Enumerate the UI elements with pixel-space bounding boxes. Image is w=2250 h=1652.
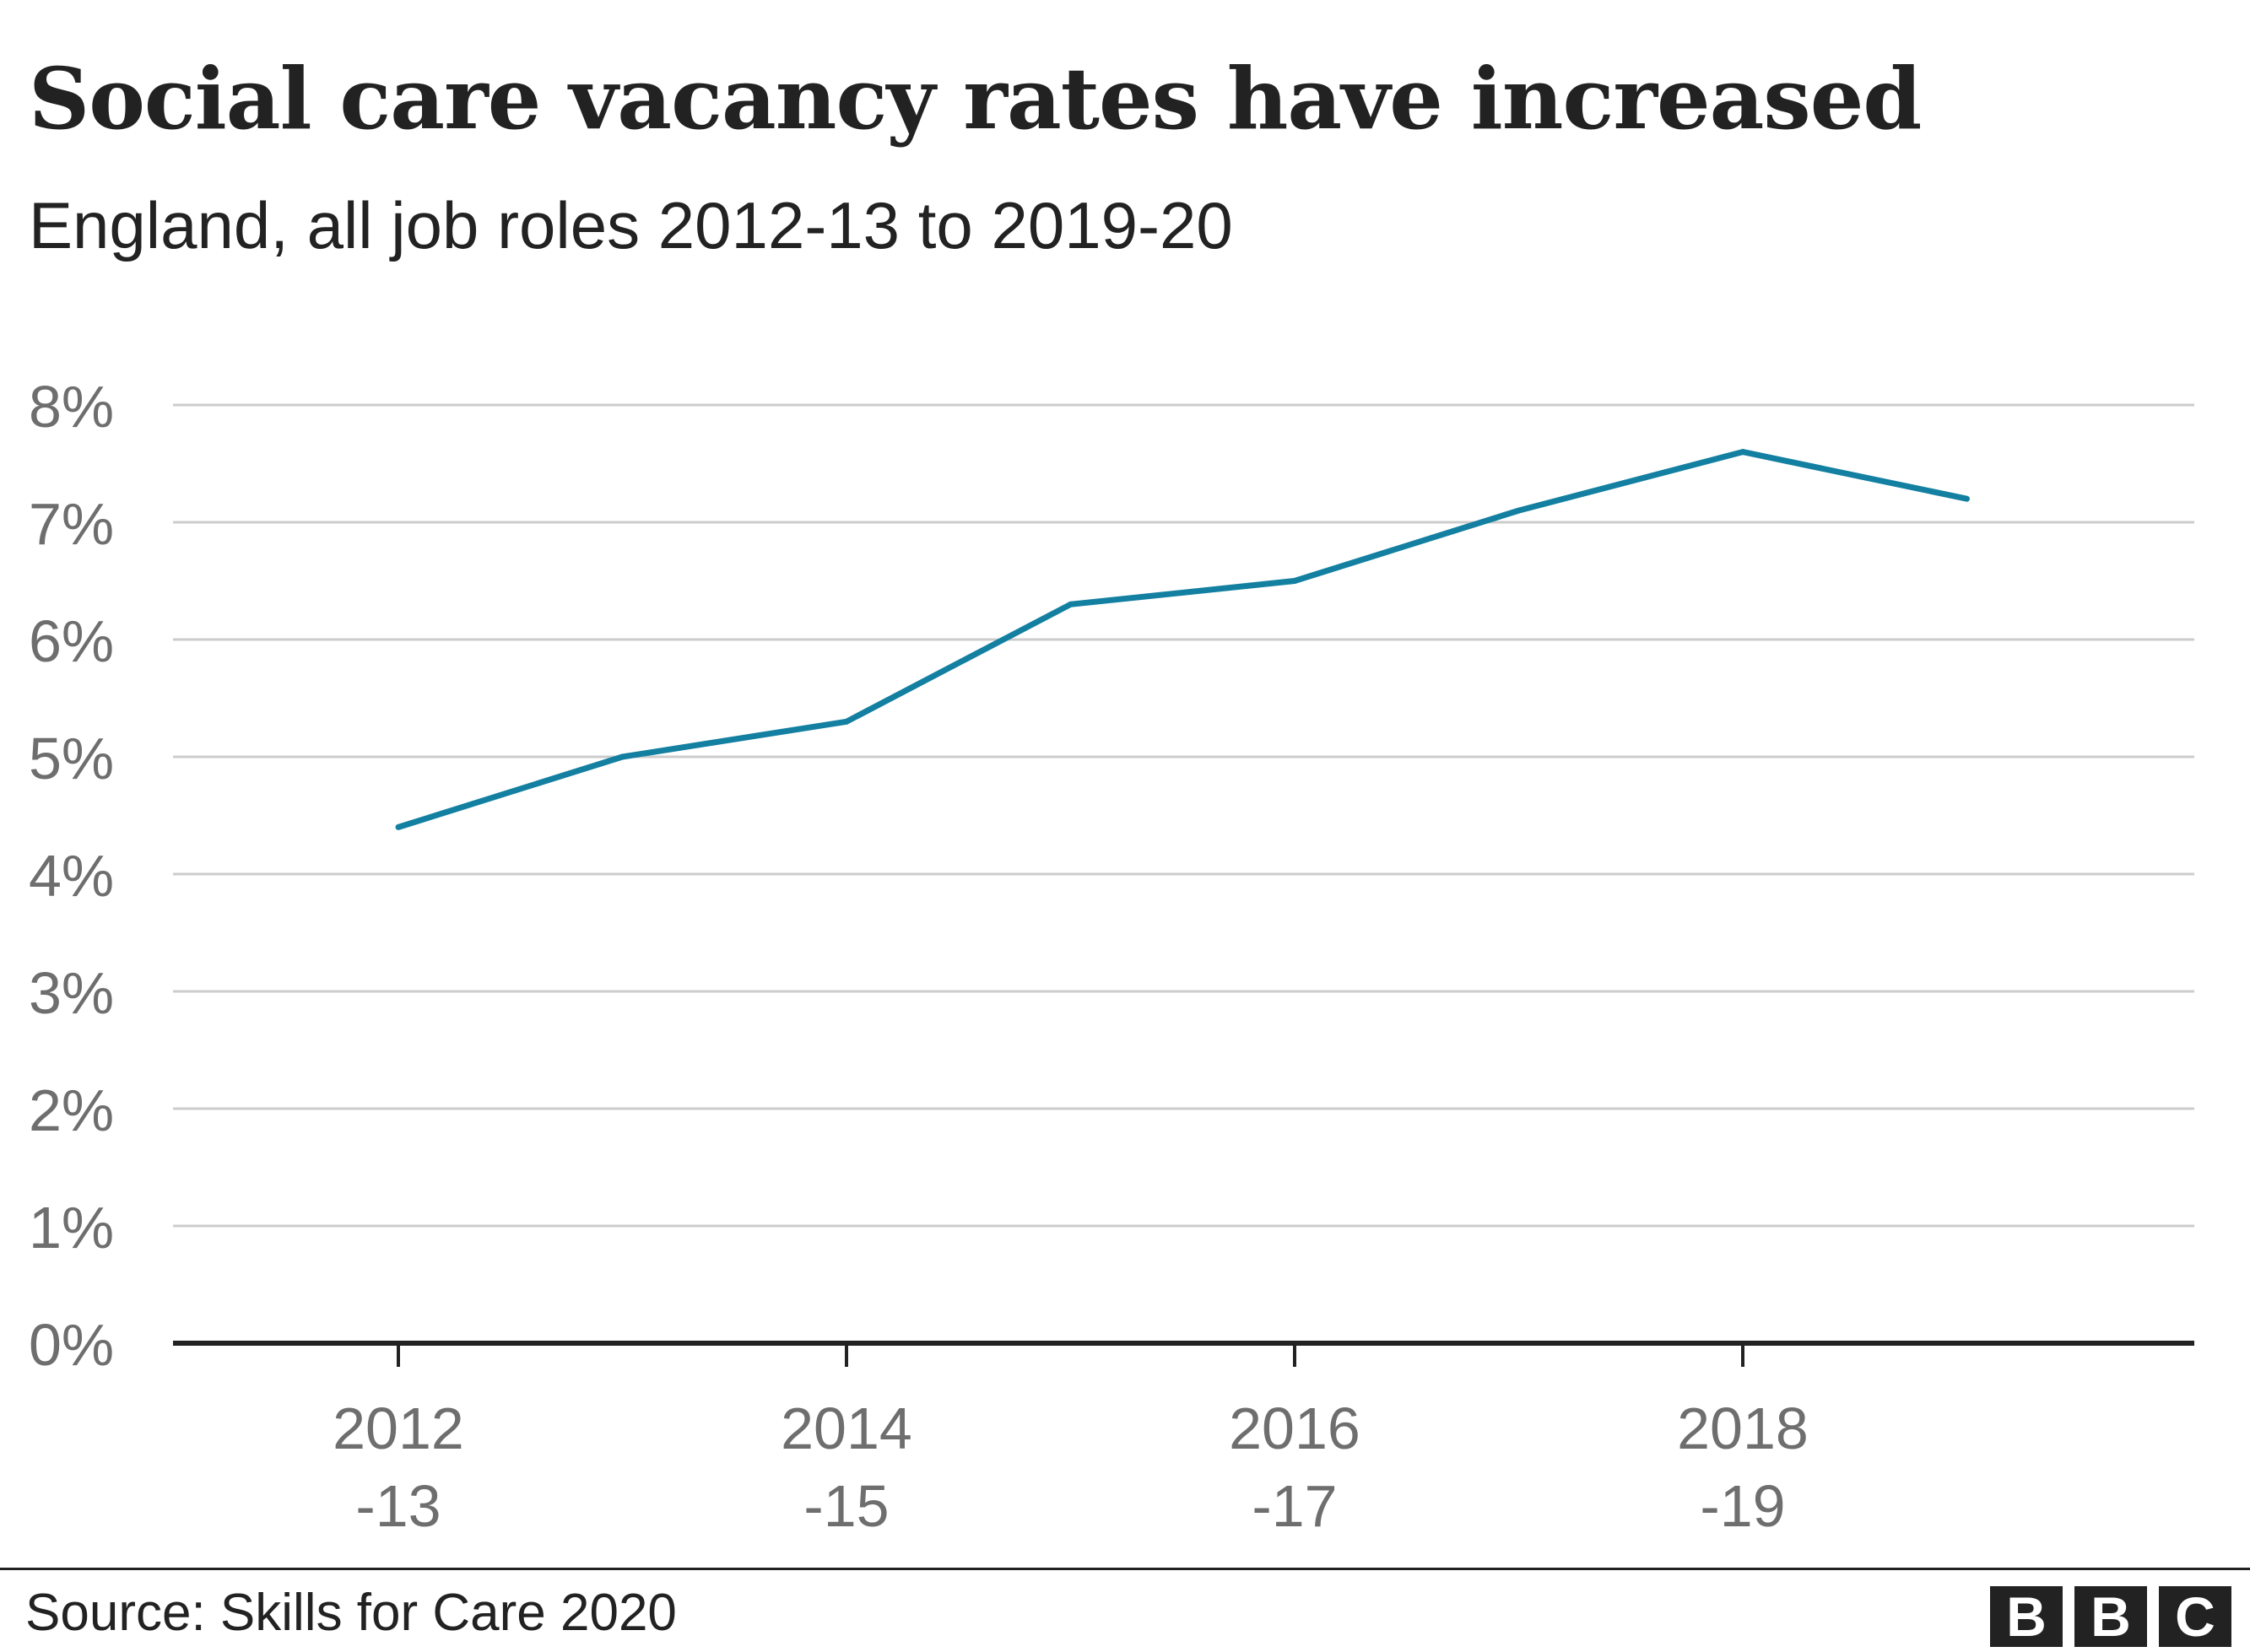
x-tick-label: 2018 -19 — [1677, 1396, 1809, 1539]
data-point — [843, 718, 850, 725]
chart-title: Social care vacancy rates have increased — [29, 49, 1922, 148]
data-point — [1068, 601, 1074, 607]
y-tick-label: 5% — [29, 726, 114, 791]
bbc-logo-letter-2: B — [2074, 1586, 2147, 1647]
vacancy-rate-line — [397, 449, 1968, 830]
footer-divider — [0, 1568, 2250, 1570]
x-tick-label: 2016 -17 — [1229, 1396, 1360, 1539]
source-note: Source: Skills for Care 2020 — [25, 1584, 677, 1642]
y-tick-label: 6% — [29, 608, 114, 674]
data-point — [1964, 495, 1970, 502]
bbc-logo: B B C — [1990, 1586, 2231, 1647]
chart-subtitle: England, all job roles 2012-13 to 2019-2… — [29, 188, 1233, 262]
y-tick-label: 3% — [29, 960, 114, 1026]
data-point — [395, 823, 402, 830]
bbc-logo-letter-3: C — [2159, 1586, 2231, 1647]
data-point — [1516, 507, 1522, 514]
x-tick-label: 2012 -13 — [333, 1396, 464, 1539]
y-tick-label: 4% — [29, 843, 114, 909]
y-tick-label: 8% — [29, 374, 114, 440]
data-point — [1739, 449, 1746, 456]
line-chart: 0% 1% 2% 3% 4% 5% 6% 7% 8% 2012 -13 2014 -15 2016 -17 2… — [29, 374, 2194, 1539]
x-tick-label: 2014 -15 — [781, 1396, 912, 1539]
y-tick-label: 2% — [29, 1077, 114, 1143]
y-tick-label: 7% — [29, 491, 114, 557]
bbc-logo-letter-1: B — [1990, 1586, 2063, 1647]
y-tick-label: 0% — [29, 1312, 114, 1378]
data-point — [619, 753, 625, 760]
data-point — [1291, 578, 1298, 584]
y-tick-label: 1% — [29, 1195, 114, 1261]
